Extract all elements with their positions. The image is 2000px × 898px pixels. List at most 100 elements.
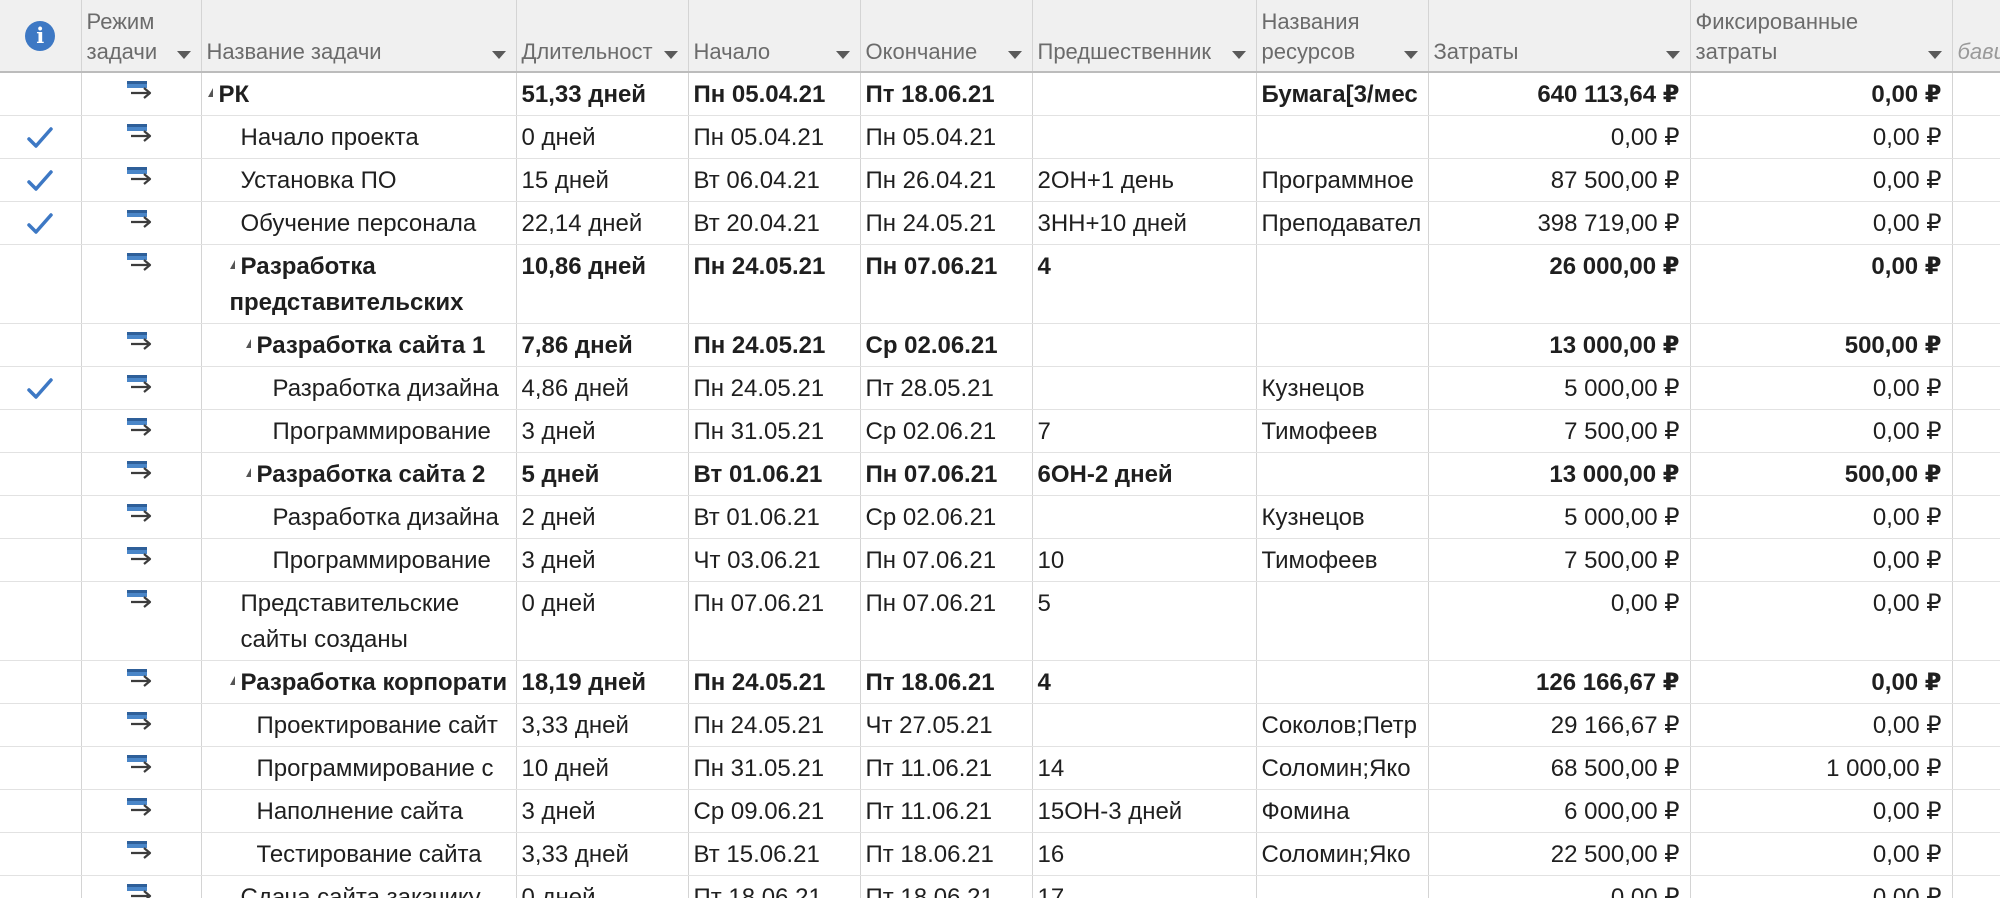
dropdown-arrow-icon[interactable]	[1403, 51, 1418, 59]
resources-cell[interactable]	[1256, 323, 1429, 367]
fixed-cost-cell[interactable]: 0,00 ₽	[1690, 581, 1953, 661]
task-row[interactable]: Представительские сайты созданы 0 дней Пн …	[0, 581, 2000, 661]
fixed-cost-cell[interactable]: 0,00 ₽	[1690, 115, 1953, 159]
cost-cell[interactable]: 22 500,00 ₽	[1428, 832, 1691, 876]
predecessors-cell[interactable]: 4	[1032, 244, 1257, 324]
task-row[interactable]: Разработка сайта 1 7,86 дней Пн 24.05.21 Ср…	[0, 323, 2000, 367]
task-mode-cell[interactable]	[81, 832, 202, 876]
finish-cell[interactable]: Ср 02.06.21	[860, 495, 1033, 539]
task-row[interactable]: Разработка сайта 2 5 дней Вт 01.06.21 Пн 07…	[0, 452, 2000, 496]
task-row[interactable]: Разработка представительских 10,86 дней Пн…	[0, 244, 2000, 324]
task-row[interactable]: Программирование 3 дней Пн 31.05.21 Ср 02.0…	[0, 409, 2000, 453]
predecessors-cell[interactable]: 3НН+10 дней	[1032, 201, 1257, 245]
task-name-cell[interactable]: Разработка сайта 1	[201, 323, 517, 367]
duration-cell[interactable]: 4,86 дней	[516, 366, 689, 410]
finish-cell[interactable]: Пн 07.06.21	[860, 452, 1033, 496]
task-row[interactable]: Программирование с 10 дней Пн 31.05.21 Пт 1…	[0, 746, 2000, 790]
finish-cell[interactable]: Пн 07.06.21	[860, 581, 1033, 661]
task-mode-cell[interactable]	[81, 875, 202, 898]
fixed-cost-cell[interactable]: 0,00 ₽	[1690, 366, 1953, 410]
cost-cell[interactable]: 13 000,00 ₽	[1428, 323, 1691, 367]
resources-cell[interactable]: Соломин;Яко	[1256, 746, 1429, 790]
finish-cell[interactable]: Пн 07.06.21	[860, 244, 1033, 324]
duration-cell[interactable]: 51,33 дней	[516, 72, 689, 116]
fixed-cost-cell[interactable]: 0,00 ₽	[1690, 244, 1953, 324]
predecessors-cell[interactable]: 14	[1032, 746, 1257, 790]
task-name-cell[interactable]: Разработка сайта 2	[201, 452, 517, 496]
task-mode-cell[interactable]	[81, 789, 202, 833]
resources-cell[interactable]: Преподавател	[1256, 201, 1429, 245]
collapse-triangle-icon[interactable]	[245, 457, 257, 493]
task-mode-cell[interactable]	[81, 660, 202, 704]
task-name-cell[interactable]: Обучение персонала	[201, 201, 517, 245]
task-name-cell[interactable]: Разработка дизайна	[201, 495, 517, 539]
header-duration[interactable]: Длительност	[516, 0, 689, 73]
finish-cell[interactable]: Пт 18.06.21	[860, 832, 1033, 876]
task-mode-cell[interactable]	[81, 366, 202, 410]
task-name-cell[interactable]: Программирование	[201, 409, 517, 453]
task-mode-cell[interactable]	[81, 452, 202, 496]
duration-cell[interactable]: 3 дней	[516, 789, 689, 833]
duration-cell[interactable]: 15 дней	[516, 158, 689, 202]
fixed-cost-cell[interactable]: 0,00 ₽	[1690, 703, 1953, 747]
predecessors-cell[interactable]: 6ОН-2 дней	[1032, 452, 1257, 496]
dropdown-arrow-icon[interactable]	[1927, 51, 1942, 59]
duration-cell[interactable]: 10,86 дней	[516, 244, 689, 324]
duration-cell[interactable]: 18,19 дней	[516, 660, 689, 704]
task-name-cell[interactable]: Представительские сайты созданы	[201, 581, 517, 661]
fixed-cost-cell[interactable]: 0,00 ₽	[1690, 495, 1953, 539]
predecessors-cell[interactable]: 16	[1032, 832, 1257, 876]
cost-cell[interactable]: 29 166,67 ₽	[1428, 703, 1691, 747]
collapse-triangle-icon[interactable]	[207, 77, 219, 113]
cost-cell[interactable]: 5 000,00 ₽	[1428, 366, 1691, 410]
start-cell[interactable]: Пн 24.05.21	[688, 703, 861, 747]
fixed-cost-cell[interactable]: 500,00 ₽	[1690, 452, 1953, 496]
fixed-cost-cell[interactable]: 500,00 ₽	[1690, 323, 1953, 367]
start-cell[interactable]: Вт 01.06.21	[688, 495, 861, 539]
header-fixed-cost[interactable]: Фиксированные затраты	[1690, 0, 1953, 73]
fixed-cost-cell[interactable]: 0,00 ₽	[1690, 789, 1953, 833]
finish-cell[interactable]: Чт 27.05.21	[860, 703, 1033, 747]
finish-cell[interactable]: Пт 11.06.21	[860, 789, 1033, 833]
predecessors-cell[interactable]: 15ОН-3 дней	[1032, 789, 1257, 833]
task-row[interactable]: Проектирование сайт 3,33 дней Пн 24.05.21 Ч…	[0, 703, 2000, 747]
task-mode-cell[interactable]	[81, 703, 202, 747]
task-row[interactable]: Начало проекта 0 дней Пн 05.04.21 Пн 05.04.…	[0, 115, 2000, 159]
predecessors-cell[interactable]	[1032, 115, 1257, 159]
fixed-cost-cell[interactable]: 0,00 ₽	[1690, 660, 1953, 704]
task-name-cell[interactable]: Наполнение сайта	[201, 789, 517, 833]
finish-cell[interactable]: Пт 28.05.21	[860, 366, 1033, 410]
duration-cell[interactable]: 3 дней	[516, 538, 689, 582]
task-row[interactable]: Установка ПО 15 дней Вт 06.04.21 Пн 26.04.2…	[0, 158, 2000, 202]
predecessors-cell[interactable]	[1032, 703, 1257, 747]
start-cell[interactable]: Пт 18.06.21	[688, 875, 861, 898]
header-resources[interactable]: Названия ресурсов	[1256, 0, 1429, 73]
fixed-cost-cell[interactable]: 0,00 ₽	[1690, 538, 1953, 582]
resources-cell[interactable]: Кузнецов	[1256, 366, 1429, 410]
task-name-cell[interactable]: Сдача сайта закзчику	[201, 875, 517, 898]
task-mode-cell[interactable]	[81, 323, 202, 367]
header-task-mode[interactable]: Режим задачи	[81, 0, 202, 73]
fixed-cost-cell[interactable]: 0,00 ₽	[1690, 875, 1953, 898]
start-cell[interactable]: Пн 24.05.21	[688, 244, 861, 324]
start-cell[interactable]: Пн 05.04.21	[688, 72, 861, 116]
cost-cell[interactable]: 0,00 ₽	[1428, 115, 1691, 159]
collapse-triangle-icon[interactable]	[229, 249, 241, 285]
start-cell[interactable]: Вт 15.06.21	[688, 832, 861, 876]
resources-cell[interactable]: Программное	[1256, 158, 1429, 202]
task-name-cell[interactable]: Программирование с	[201, 746, 517, 790]
resources-cell[interactable]	[1256, 452, 1429, 496]
fixed-cost-cell[interactable]: 0,00 ₽	[1690, 409, 1953, 453]
task-mode-cell[interactable]	[81, 72, 202, 116]
resources-cell[interactable]: Фомина	[1256, 789, 1429, 833]
task-name-cell[interactable]: Разработка корпорати	[201, 660, 517, 704]
cost-cell[interactable]: 5 000,00 ₽	[1428, 495, 1691, 539]
duration-cell[interactable]: 3,33 дней	[516, 703, 689, 747]
fixed-cost-cell[interactable]: 0,00 ₽	[1690, 72, 1953, 116]
duration-cell[interactable]: 3 дней	[516, 409, 689, 453]
cost-cell[interactable]: 398 719,00 ₽	[1428, 201, 1691, 245]
resources-cell[interactable]	[1256, 244, 1429, 324]
cost-cell[interactable]: 640 113,64 ₽	[1428, 72, 1691, 116]
duration-cell[interactable]: 7,86 дней	[516, 323, 689, 367]
start-cell[interactable]: Вт 06.04.21	[688, 158, 861, 202]
